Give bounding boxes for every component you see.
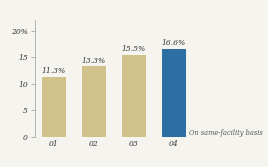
- Text: 15.5%: 15.5%: [122, 45, 146, 53]
- Bar: [82, 66, 106, 137]
- Text: On same-facility basis: On same-facility basis: [189, 129, 263, 137]
- Bar: [42, 77, 66, 137]
- Bar: [122, 55, 146, 137]
- Text: 16.6%: 16.6%: [162, 39, 186, 47]
- Text: 13.3%: 13.3%: [82, 57, 106, 65]
- Text: 11.3%: 11.3%: [42, 67, 66, 75]
- Bar: [162, 49, 186, 137]
